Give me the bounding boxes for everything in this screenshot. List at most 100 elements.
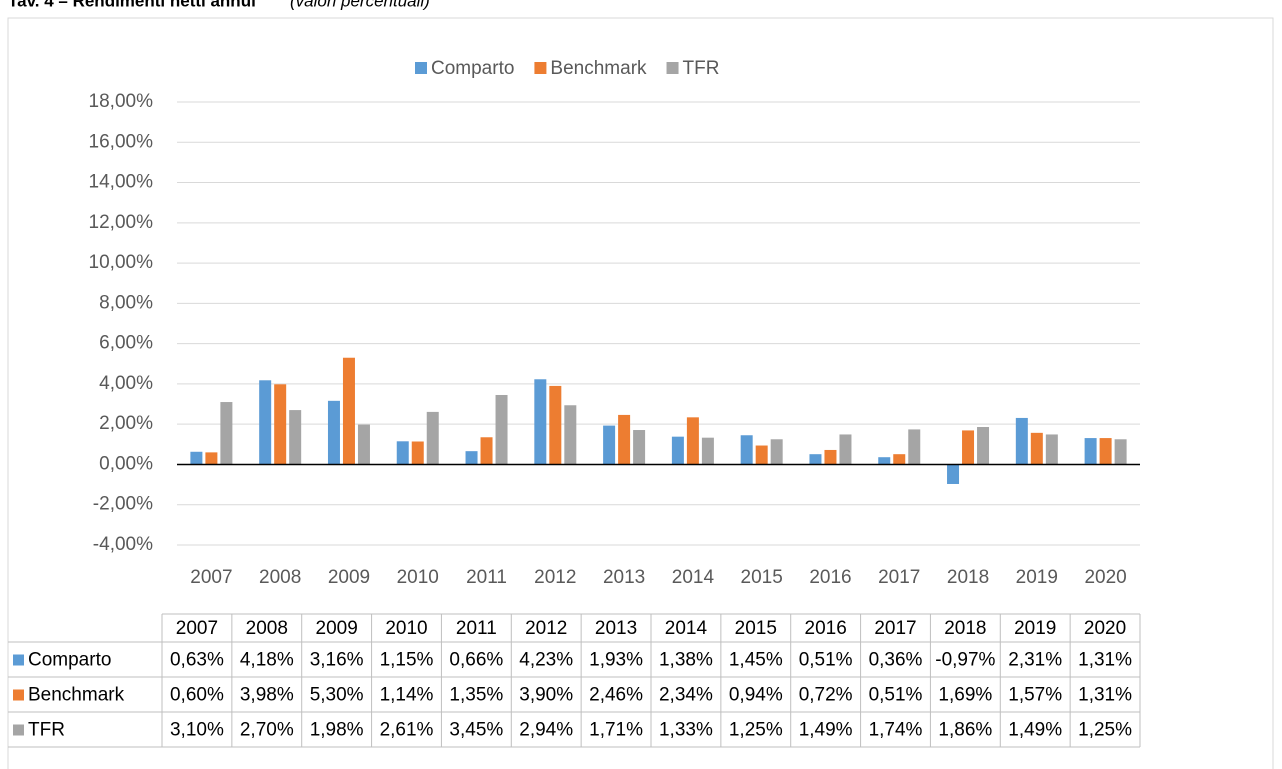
y-tick-label: -2,00% xyxy=(93,494,153,515)
table-cell: 1,15% xyxy=(380,650,434,671)
y-tick-label: 2,00% xyxy=(99,413,153,434)
table-cell: 0,60% xyxy=(170,685,224,706)
table-header: 2007 xyxy=(176,618,218,639)
bar xyxy=(671,436,684,465)
bar xyxy=(274,384,287,465)
bar xyxy=(893,454,906,465)
bar xyxy=(1030,432,1043,465)
bar xyxy=(740,435,753,465)
bar xyxy=(947,464,960,484)
table-row-label: Comparto xyxy=(28,650,111,671)
table-cell: 1,74% xyxy=(869,720,923,741)
table-cell: 1,25% xyxy=(1078,720,1132,741)
bar xyxy=(908,429,921,465)
table-cell: 2,46% xyxy=(589,685,643,706)
bar xyxy=(977,427,990,465)
x-tick-label: 2016 xyxy=(809,567,851,588)
table-header: 2013 xyxy=(595,618,637,639)
y-tick-label: 14,00% xyxy=(89,172,154,193)
table-cell: 1,31% xyxy=(1078,685,1132,706)
table-header: 2016 xyxy=(805,618,847,639)
bar xyxy=(220,402,233,465)
bar xyxy=(701,437,714,465)
table-header: 2015 xyxy=(735,618,777,639)
table-cell: 0,36% xyxy=(869,650,923,671)
table-cell: 3,16% xyxy=(310,650,364,671)
table-cell: 0,66% xyxy=(449,650,503,671)
bar xyxy=(1015,417,1028,465)
chart-border xyxy=(7,17,1274,769)
table-cell: 1,31% xyxy=(1078,650,1132,671)
table-header: 2009 xyxy=(316,618,358,639)
table-header: 2014 xyxy=(665,618,708,639)
table-cell: 1,35% xyxy=(449,685,503,706)
x-tick-label: 2012 xyxy=(534,567,576,588)
x-tick-label: 2015 xyxy=(741,567,783,588)
y-tick-label: 18,00% xyxy=(89,91,154,112)
table-legend-swatch xyxy=(13,724,24,736)
bar xyxy=(603,425,616,465)
bar xyxy=(686,417,699,465)
legend-swatch xyxy=(666,62,679,74)
x-tick-label: 2013 xyxy=(603,567,645,588)
bar xyxy=(411,441,424,465)
x-tick-label: 2019 xyxy=(1016,567,1058,588)
table-cell: 2,94% xyxy=(519,720,573,741)
legend-swatch xyxy=(534,62,547,74)
table-header: 2017 xyxy=(874,618,916,639)
legend-label: Comparto xyxy=(431,58,514,79)
table-cell: 4,18% xyxy=(240,650,294,671)
table-cell: 4,23% xyxy=(519,650,573,671)
bar xyxy=(357,424,370,465)
y-tick-label: 0,00% xyxy=(99,453,153,474)
bar xyxy=(205,452,218,465)
table-cell: 1,93% xyxy=(589,650,643,671)
bar xyxy=(839,434,852,465)
table-cell: 3,45% xyxy=(449,720,503,741)
table-cell: 0,72% xyxy=(799,685,853,706)
table-cell: 3,10% xyxy=(170,720,224,741)
bar xyxy=(465,451,478,465)
table-cell: 1,49% xyxy=(799,720,853,741)
bar xyxy=(480,437,493,465)
bar xyxy=(633,430,646,465)
legend-label: TFR xyxy=(683,58,720,79)
table-header: 2011 xyxy=(456,618,497,639)
table-cell: 5,30% xyxy=(310,685,364,706)
x-tick-label: 2014 xyxy=(672,567,715,588)
table-cell: 1,45% xyxy=(729,650,783,671)
legend-label: Benchmark xyxy=(550,58,647,79)
x-tick-label: 2008 xyxy=(259,567,301,588)
table-header: 2018 xyxy=(944,618,986,639)
y-tick-label: 12,00% xyxy=(89,212,154,233)
bar xyxy=(618,414,631,465)
y-tick-label: 10,00% xyxy=(89,252,154,273)
x-tick-label: 2007 xyxy=(190,567,232,588)
chart-subtitle: (valori percentuali) xyxy=(290,0,430,10)
table-cell: 3,98% xyxy=(240,685,294,706)
table-cell: 1,57% xyxy=(1008,685,1062,706)
bar xyxy=(770,439,783,465)
table-row-label: Benchmark xyxy=(28,685,125,706)
bar xyxy=(342,357,355,465)
y-tick-label: 16,00% xyxy=(89,131,154,152)
table-header: 2010 xyxy=(385,618,427,639)
bar xyxy=(824,449,837,465)
y-tick-label: 6,00% xyxy=(99,333,153,354)
y-tick-label: -4,00% xyxy=(93,534,153,555)
table-cell: 1,38% xyxy=(659,650,713,671)
table-cell: 2,31% xyxy=(1008,650,1062,671)
bar xyxy=(1099,438,1112,465)
table-cell: 0,51% xyxy=(869,685,923,706)
bar xyxy=(1114,439,1127,465)
bar xyxy=(755,445,768,465)
table-cell: 0,51% xyxy=(799,650,853,671)
bar xyxy=(1045,434,1058,465)
bar xyxy=(1084,438,1097,465)
table-cell: 1,14% xyxy=(380,685,434,706)
bar xyxy=(396,441,409,465)
table-legend-swatch xyxy=(13,689,24,701)
x-tick-label: 2020 xyxy=(1084,567,1126,588)
table-header: 2019 xyxy=(1014,618,1056,639)
